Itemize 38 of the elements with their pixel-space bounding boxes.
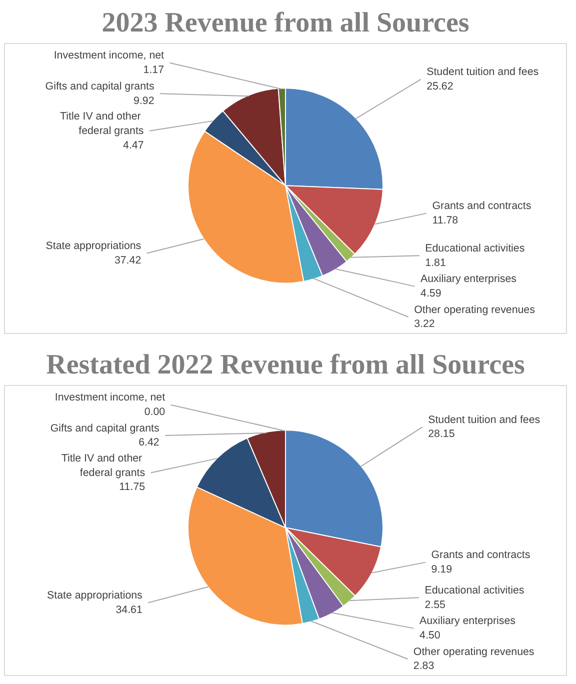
data-label: 4.59	[420, 288, 442, 300]
slice-label: Grants and contracts	[431, 549, 530, 562]
slice-label: Auxiliary enterprises	[420, 273, 516, 286]
data-label: 25.62	[426, 80, 454, 93]
slice-label: Title IV and other federal grants	[61, 452, 146, 479]
data-label: 28.15	[428, 428, 455, 440]
data-label: 2.83	[413, 660, 434, 672]
slice-label: Investment income, net	[54, 50, 164, 62]
slice-label: Other operating revenues	[413, 646, 534, 658]
data-label: 11.75	[119, 481, 146, 494]
data-label: 2.55	[424, 598, 446, 611]
category-label: Investment income, net	[54, 392, 166, 404]
slice-label: Gifts and capital grants	[45, 80, 154, 92]
slice-label: Student tuition and fees	[426, 66, 539, 78]
slice-label: State appropriations	[47, 590, 142, 602]
text: 0.00	[144, 406, 166, 418]
data-label: 6.42	[138, 436, 160, 449]
chart-title: 2023 Revenue from all Sources	[102, 8, 470, 38]
slice-label: Title IV and other federal grants	[60, 110, 144, 137]
data-label: 9.19	[431, 564, 452, 576]
slice-label: Educational activities	[424, 584, 524, 596]
data-label: 9.92	[134, 94, 154, 107]
slice-label: Auxiliary enterprises	[420, 615, 516, 628]
slice-label: Student tuition and fees	[428, 414, 540, 426]
data-label: 11.78	[432, 214, 458, 227]
data-label: 4.50	[420, 630, 440, 642]
slice-label: Gifts and capital grants	[50, 422, 160, 434]
data-label: 34.61	[116, 604, 142, 616]
data-label: 1.17	[143, 64, 164, 76]
data-label: 3.22	[414, 318, 435, 330]
data-label: 37.42	[114, 254, 142, 266]
data-label: 1.81	[425, 256, 446, 269]
slice-label: State appropriations	[46, 240, 142, 252]
slice-label: Grants and contracts	[432, 200, 532, 212]
chart-title: Restated 2022 Revenue from all Sources	[46, 350, 525, 380]
slice-label: Other operating revenues	[414, 304, 535, 316]
data-label: 4.47	[123, 139, 144, 152]
slice-label: Educational activities	[425, 242, 525, 254]
